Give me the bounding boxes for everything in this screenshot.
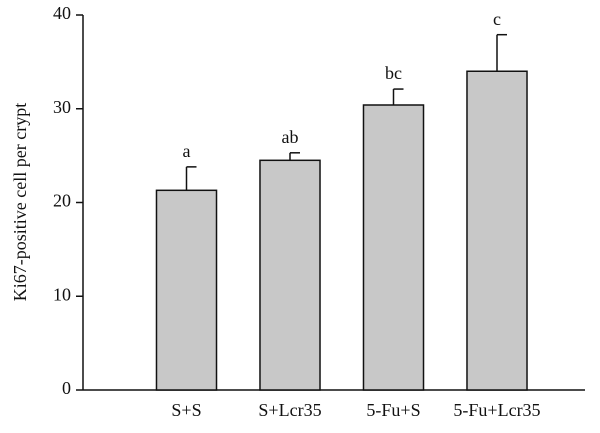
bar: [362, 104, 425, 391]
y-tick-label: 40: [53, 3, 71, 23]
bar: [155, 189, 218, 391]
bar: [259, 159, 321, 391]
x-tick-label: 5-Fu+S: [366, 400, 420, 420]
bar: [466, 70, 528, 391]
y-axis-label: Ki67-positive cell per crypt: [10, 103, 30, 301]
annotation: ab: [282, 127, 299, 147]
y-tick-label: 0: [62, 378, 71, 398]
annotation: c: [493, 9, 501, 29]
x-tick-label: S+Lcr35: [258, 400, 321, 420]
y-tick-label: 30: [53, 97, 71, 117]
y-tick-label: 10: [53, 284, 71, 304]
x-tick-label: S+S: [171, 400, 201, 420]
y-tick-label: 20: [53, 191, 71, 211]
annotation: bc: [385, 63, 402, 83]
x-tick-label: 5-Fu+Lcr35: [453, 400, 540, 420]
annotation: a: [183, 141, 191, 161]
